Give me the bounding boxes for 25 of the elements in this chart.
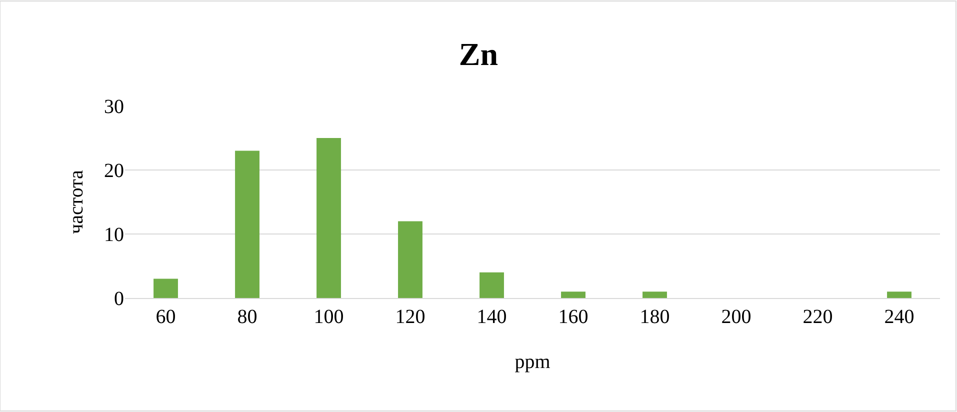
x-axis-title: ppm: [514, 351, 551, 373]
bar: [480, 272, 504, 298]
bar: [398, 221, 422, 298]
bar: [642, 292, 667, 298]
bar: [561, 292, 586, 298]
bar: [887, 292, 912, 298]
x-tick-label: 120: [395, 306, 426, 328]
bar: [235, 150, 260, 298]
bar: [316, 138, 341, 298]
x-tick-label: 240: [884, 306, 914, 328]
y-axis-title: частота: [66, 170, 88, 234]
x-tick-label: 80: [237, 306, 258, 328]
x-tick-label: 220: [802, 306, 833, 328]
y-tick-label: 0: [114, 288, 124, 310]
x-tick-label: 100: [314, 306, 344, 328]
y-tick-label: 30: [104, 96, 124, 118]
x-tick-label: 140: [476, 306, 507, 328]
y-tick-label: 10: [104, 224, 124, 246]
x-tick-label: 180: [640, 306, 670, 328]
x-tick-label: 200: [721, 306, 752, 328]
y-tick-label: 20: [104, 160, 124, 182]
x-tick-label: 60: [156, 306, 176, 328]
bar: [154, 278, 178, 298]
chart-title: Zn: [458, 36, 498, 72]
x-tick-label: 160: [558, 306, 588, 328]
